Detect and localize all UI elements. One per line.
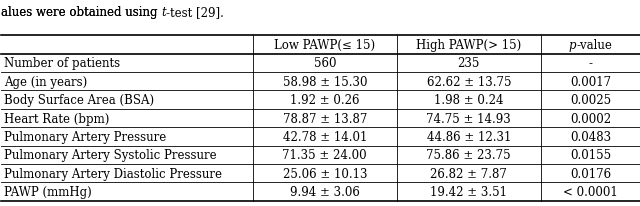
Text: Number of patients: Number of patients (4, 57, 120, 70)
Text: 0.0483: 0.0483 (570, 130, 611, 143)
Text: Heart Rate (bpm): Heart Rate (bpm) (4, 112, 110, 125)
Text: -test [29].: -test [29]. (166, 6, 224, 19)
Text: 1.92 ± 0.26: 1.92 ± 0.26 (290, 94, 360, 107)
Text: p: p (569, 39, 576, 52)
Text: High PAWP(> 15): High PAWP(> 15) (416, 39, 522, 52)
Text: 62.62 ± 13.75: 62.62 ± 13.75 (426, 75, 511, 88)
Text: 0.0176: 0.0176 (570, 167, 611, 180)
Text: 58.98 ± 15.30: 58.98 ± 15.30 (282, 75, 367, 88)
Text: t: t (161, 6, 166, 19)
Text: < 0.0001: < 0.0001 (563, 185, 618, 198)
Text: Age (in years): Age (in years) (4, 75, 88, 88)
Text: 19.42 ± 3.51: 19.42 ± 3.51 (430, 185, 508, 198)
Text: Pulmonary Artery Systolic Pressure: Pulmonary Artery Systolic Pressure (4, 149, 217, 162)
Text: 0.0017: 0.0017 (570, 75, 611, 88)
Text: 75.86 ± 23.75: 75.86 ± 23.75 (426, 149, 511, 162)
Text: Body Surface Area (BSA): Body Surface Area (BSA) (4, 94, 155, 107)
Text: 74.75 ± 14.93: 74.75 ± 14.93 (426, 112, 511, 125)
Text: 42.78 ± 14.01: 42.78 ± 14.01 (283, 130, 367, 143)
Text: PAWP (mmHg): PAWP (mmHg) (4, 185, 92, 198)
Text: alues were obtained using: alues were obtained using (1, 6, 161, 19)
Text: -value: -value (576, 39, 612, 52)
Text: 44.86 ± 12.31: 44.86 ± 12.31 (427, 130, 511, 143)
Text: -: - (588, 57, 593, 70)
Text: 0.0155: 0.0155 (570, 149, 611, 162)
Text: 235: 235 (458, 57, 480, 70)
Text: 9.94 ± 3.06: 9.94 ± 3.06 (290, 185, 360, 198)
Text: 25.06 ± 10.13: 25.06 ± 10.13 (282, 167, 367, 180)
Text: 560: 560 (314, 57, 336, 70)
Text: alues were obtained using: alues were obtained using (1, 6, 161, 19)
Text: 1.98 ± 0.24: 1.98 ± 0.24 (434, 94, 504, 107)
Text: 71.35 ± 24.00: 71.35 ± 24.00 (282, 149, 367, 162)
Text: 0.0025: 0.0025 (570, 94, 611, 107)
Text: 0.0002: 0.0002 (570, 112, 611, 125)
Text: Low PAWP(≤ 15): Low PAWP(≤ 15) (274, 39, 376, 52)
Text: Pulmonary Artery Diastolic Pressure: Pulmonary Artery Diastolic Pressure (4, 167, 223, 180)
Text: 26.82 ± 7.87: 26.82 ± 7.87 (430, 167, 508, 180)
Text: 78.87 ± 13.87: 78.87 ± 13.87 (283, 112, 367, 125)
Text: Pulmonary Artery Pressure: Pulmonary Artery Pressure (4, 130, 167, 143)
